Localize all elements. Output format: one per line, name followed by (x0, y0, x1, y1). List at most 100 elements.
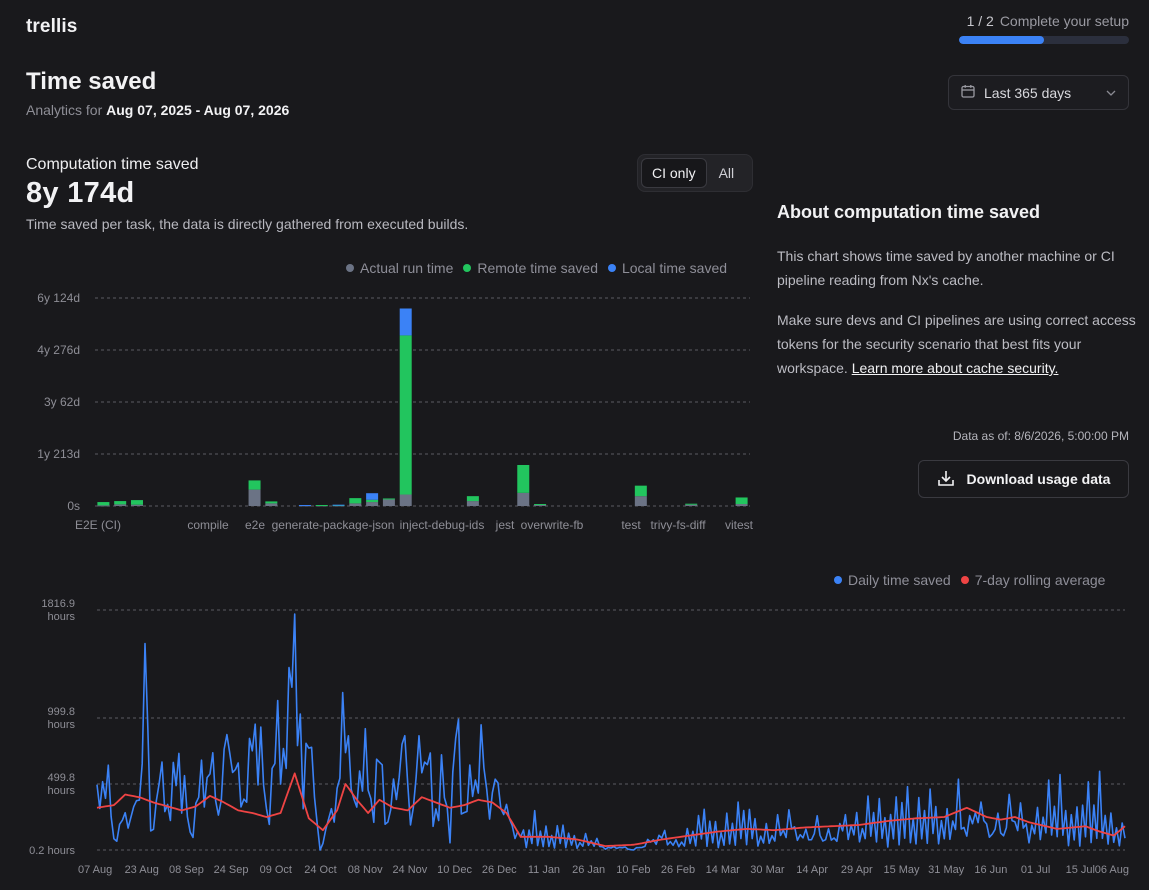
bar-segment (130, 504, 143, 506)
bar-segment (399, 335, 412, 495)
line-chart-legend: Daily time saved 7-day rolling average (834, 572, 1105, 588)
bar-segment (248, 489, 261, 506)
bar-segment (735, 497, 748, 505)
bar-segment (685, 503, 698, 505)
bar-segment (534, 504, 547, 506)
x-tick-label: inject-debug-ids (400, 518, 485, 532)
x-tick-label: vitest (725, 518, 754, 532)
y-tick-label: 0.2 hours (29, 845, 75, 857)
line-chart: 0.2 hours499.8hours999.8hours1816.9hours… (29, 598, 1129, 876)
y-tick-label: 0s (67, 499, 80, 513)
bar-segment (349, 503, 362, 506)
bar-segment (399, 308, 412, 336)
bar-segment (114, 501, 127, 505)
x-tick-label: 26 Feb (661, 864, 695, 876)
x-tick-label: 15 Jul (1066, 864, 1095, 876)
legend-item-local[interactable]: Local time saved (607, 260, 727, 276)
computation-value: 8y 174d (26, 177, 135, 209)
bar-segment (534, 504, 547, 506)
setup-progress-bar (959, 36, 1129, 44)
x-tick-label: 10 Feb (616, 864, 650, 876)
x-tick-label: 29 Apr (841, 864, 873, 876)
x-tick-label: 15 May (883, 864, 920, 876)
date-range-value: Last 365 days (984, 84, 1072, 101)
x-tick-label: 26 Jan (572, 864, 605, 876)
x-tick-label: 24 Nov (392, 864, 427, 876)
x-tick-label: 11 Jan (528, 864, 560, 876)
bar-segment (349, 498, 362, 504)
bar-chart-legend: Actual run time Remote time saved Local … (346, 260, 727, 276)
y-tick-unit: hours (47, 719, 75, 731)
bar-segment (685, 504, 698, 506)
bar-segment (735, 504, 748, 506)
bar-segment (265, 503, 278, 506)
ci-scope-toggle[interactable]: CI only All (637, 154, 753, 192)
bar-segment (382, 499, 395, 506)
toggle-ci-only[interactable]: CI only (641, 158, 707, 188)
computation-description: Time saved per task, the data is directl… (26, 216, 469, 232)
bar-chart: 0s 1y 213d 3y 62d 4y 276d 6y 124d E2E (CI) com… (37, 291, 754, 532)
bar-segment (466, 501, 479, 506)
calendar-icon (961, 84, 975, 101)
bar-segment (265, 501, 278, 504)
download-usage-button[interactable]: Download usage data (918, 460, 1129, 498)
y-tick-label: 1y 213d (37, 447, 80, 461)
computation-label: Computation time saved (26, 156, 199, 173)
x-tick-label: 16 Jun (974, 864, 1007, 876)
x-tick-label: e2e (245, 518, 265, 532)
x-tick-label: 10 Dec (437, 864, 472, 876)
x-tick-label: 07 Aug (78, 864, 112, 876)
data-as-of: Data as of: 8/6/2026, 5:00:00 PM (952, 429, 1129, 443)
bar-segment (399, 494, 412, 506)
bar-segment (298, 505, 311, 507)
bar-segment (366, 493, 379, 500)
legend-item-rolling[interactable]: 7-day rolling average (960, 572, 1105, 588)
subtitle-range: Aug 07, 2025 - Aug 07, 2026 (106, 102, 290, 118)
x-tick-label: E2E (CI) (75, 518, 121, 532)
download-label: Download usage data (966, 471, 1111, 487)
bar-segment (97, 502, 110, 506)
x-tick-label: test (621, 518, 641, 532)
date-range-select[interactable]: Last 365 days (948, 75, 1129, 110)
download-icon (937, 469, 955, 490)
y-tick-unit: hours (47, 611, 75, 623)
brand-logo[interactable]: trellis (26, 16, 78, 37)
y-tick-unit: hours (47, 785, 75, 797)
bar-segment (315, 505, 328, 507)
x-tick-label: overwrite-fb (521, 518, 584, 532)
x-tick-label: 14 Apr (796, 864, 828, 876)
bar-segment (248, 480, 261, 490)
legend-item-remote[interactable]: Remote time saved (463, 260, 598, 276)
setup-progress-fill (959, 36, 1044, 44)
x-tick-label: 24 Oct (304, 864, 336, 876)
about-title: About computation time saved (777, 202, 1041, 222)
bar-segment (382, 498, 395, 500)
x-tick-label: compile (187, 518, 229, 532)
legend-item-actual[interactable]: Actual run time (346, 260, 453, 276)
cache-security-link[interactable]: Learn more about cache security. (851, 360, 1059, 376)
bar-segment (517, 464, 530, 493)
legend-item-daily[interactable]: Daily time saved (834, 572, 951, 588)
bar-segment (466, 496, 479, 502)
bar-segment (97, 505, 110, 507)
y-tick-label: 4y 276d (37, 343, 80, 357)
y-tick-label: 6y 124d (37, 291, 80, 305)
x-tick-label: 26 Dec (482, 864, 517, 876)
x-tick-label: 14 Mar (706, 864, 741, 876)
page-title: Time saved (26, 68, 157, 95)
x-tick-label: 24 Sep (214, 864, 249, 876)
x-tick-label: 08 Sep (169, 864, 204, 876)
subtitle-prefix: Analytics for (26, 102, 103, 118)
bar-segment (130, 500, 143, 505)
x-tick-label: 23 Aug (125, 864, 159, 876)
bar-segment (366, 502, 379, 506)
toggle-all[interactable]: All (718, 165, 735, 181)
x-tick-label: 30 Mar (750, 864, 785, 876)
bar-segment (114, 504, 127, 506)
daily-series-line (96, 613, 1126, 851)
chevron-down-icon (1106, 87, 1116, 99)
setup-progress[interactable]: 1 / 2 Complete your setup (959, 13, 1129, 44)
bar-segment (366, 499, 379, 503)
setup-count: 1 / 2 (966, 13, 994, 29)
setup-label: Complete your setup (999, 13, 1129, 29)
